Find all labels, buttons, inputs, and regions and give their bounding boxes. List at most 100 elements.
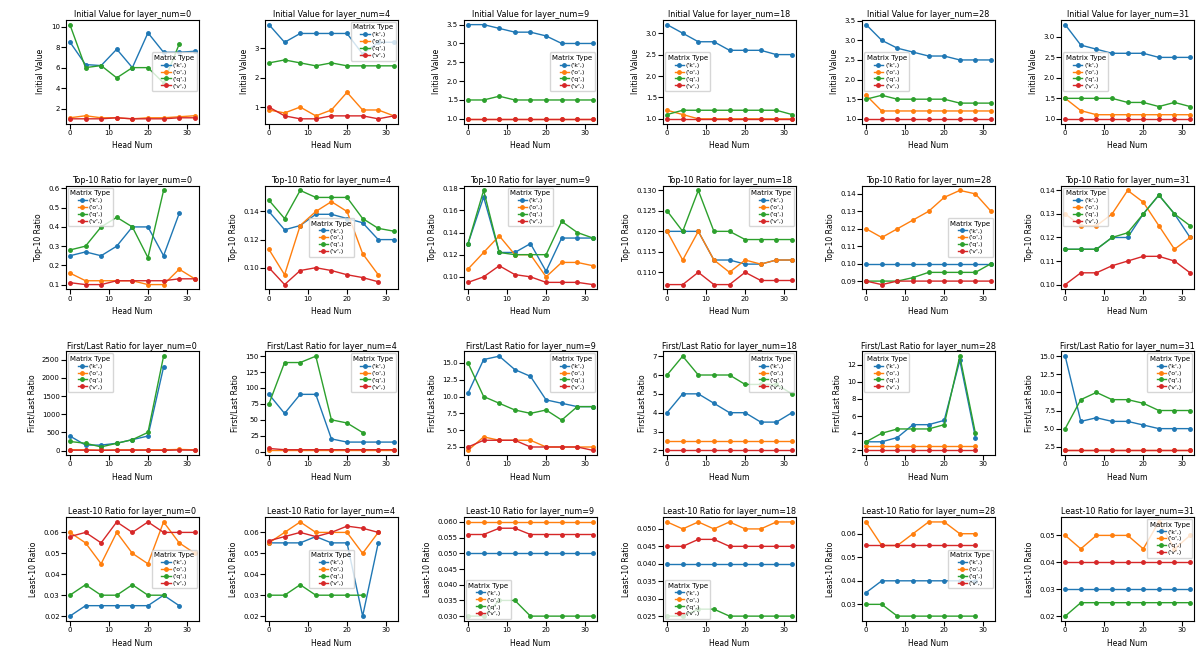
Line: ('o',): ('o',) <box>864 520 977 547</box>
('o',) <box>156 518 170 526</box>
('v',) <box>1105 115 1120 123</box>
('q',) <box>676 612 690 620</box>
('q',) <box>1090 94 1104 102</box>
Y-axis label: Initial Value: Initial Value <box>36 49 46 94</box>
Line: ('o',): ('o',) <box>68 268 197 286</box>
('v',) <box>461 115 475 123</box>
('v',) <box>738 268 752 276</box>
('q',) <box>660 612 674 620</box>
('v',) <box>386 446 401 454</box>
('v',) <box>660 446 674 454</box>
('v',) <box>1136 115 1151 123</box>
('o',) <box>1168 446 1182 454</box>
Line: ('q',): ('q',) <box>268 189 396 233</box>
Legend: ('k',), ('o',), ('q',), ('v',): ('k',), ('o',), ('q',), ('v',) <box>665 52 710 91</box>
('q',) <box>968 268 983 276</box>
('q',) <box>937 268 952 276</box>
('k',) <box>691 560 706 568</box>
('k',) <box>1090 585 1104 593</box>
('k',) <box>125 602 139 610</box>
('v',) <box>324 446 338 454</box>
('v',) <box>722 542 737 550</box>
('v',) <box>937 542 952 550</box>
('k',) <box>293 222 307 230</box>
('q',) <box>461 240 475 248</box>
('k',) <box>1136 585 1151 593</box>
Line: ('o',): ('o',) <box>864 189 992 239</box>
('v',) <box>508 115 522 123</box>
('v',) <box>539 443 553 451</box>
Line: ('o',): ('o',) <box>268 90 396 118</box>
Line: ('o',): ('o',) <box>1063 449 1192 452</box>
('v',) <box>523 273 538 281</box>
('q',) <box>922 268 936 276</box>
('q',) <box>62 21 77 29</box>
('k',) <box>78 248 92 256</box>
('k',) <box>109 602 124 610</box>
('k',) <box>508 28 522 36</box>
Line: ('k',): ('k',) <box>864 23 992 62</box>
('k',) <box>785 560 799 568</box>
('v',) <box>156 115 170 123</box>
('q',) <box>277 214 292 222</box>
Legend: ('k',), ('o',), ('q',), ('v',): ('k',), ('o',), ('q',), ('v',) <box>350 22 396 60</box>
('q',) <box>922 425 936 433</box>
('k',) <box>62 252 77 260</box>
('k',) <box>1168 210 1182 218</box>
('k',) <box>676 390 690 398</box>
('k',) <box>539 268 553 276</box>
('k',) <box>968 56 983 64</box>
('k',) <box>707 560 721 568</box>
('k',) <box>508 549 522 557</box>
Line: ('k',): ('k',) <box>665 562 793 566</box>
('q',) <box>324 416 338 424</box>
Line: ('q',): ('q',) <box>467 189 595 256</box>
('v',) <box>109 518 124 526</box>
('o',) <box>340 446 354 454</box>
('o',) <box>508 518 522 526</box>
('v',) <box>187 114 202 122</box>
('q',) <box>78 242 92 250</box>
('q',) <box>1105 94 1120 102</box>
Line: ('v',): ('v',) <box>1063 117 1192 121</box>
('o',) <box>769 518 784 526</box>
('v',) <box>140 446 155 454</box>
('k',) <box>1168 53 1182 61</box>
('k',) <box>308 210 323 218</box>
('o',) <box>1183 111 1198 119</box>
('k',) <box>953 260 967 268</box>
('o',) <box>461 265 475 273</box>
('v',) <box>570 115 584 123</box>
('k',) <box>1105 418 1120 426</box>
('v',) <box>1090 446 1104 454</box>
('q',) <box>156 352 170 360</box>
Line: ('v',): ('v',) <box>68 116 197 121</box>
('o',) <box>554 518 569 526</box>
('o',) <box>968 107 983 115</box>
('k',) <box>1121 418 1135 426</box>
('o',) <box>1152 446 1166 454</box>
Title: Initial Value for layer_num=4: Initial Value for layer_num=4 <box>272 10 390 19</box>
('o',) <box>707 256 721 264</box>
('q',) <box>461 359 475 367</box>
('o',) <box>476 518 491 526</box>
Legend: ('k',), ('o',), ('q',), ('v',): ('k',), ('o',), ('q',), ('v',) <box>864 52 910 91</box>
Legend: ('k',), ('o',), ('q',), ('v',): ('k',), ('o',), ('q',), ('v',) <box>508 187 553 226</box>
('o',) <box>890 225 905 233</box>
('o',) <box>293 103 307 111</box>
('v',) <box>968 446 983 454</box>
Line: ('o',): ('o',) <box>1063 189 1192 251</box>
('v',) <box>94 281 108 289</box>
('o',) <box>754 437 768 445</box>
Legend: ('k',), ('o',), ('q',), ('v',): ('k',), ('o',), ('q',), ('v',) <box>550 52 595 91</box>
Line: ('k',): ('k',) <box>665 230 793 266</box>
('v',) <box>586 281 600 289</box>
('o',) <box>461 446 475 454</box>
('q',) <box>1058 612 1073 620</box>
X-axis label: Head Num: Head Num <box>510 473 551 482</box>
('v',) <box>922 446 936 454</box>
('o',) <box>890 442 905 450</box>
('q',) <box>890 277 905 285</box>
('o',) <box>586 443 600 451</box>
('o',) <box>1074 107 1088 115</box>
